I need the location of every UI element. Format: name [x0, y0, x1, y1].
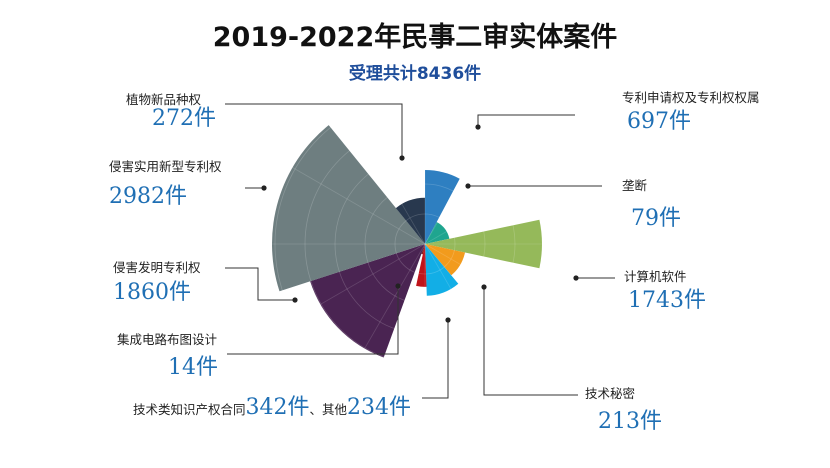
grid-ring-2 — [334, 153, 516, 335]
label-name-5: 其他 — [322, 402, 348, 417]
leader-1-dot — [465, 183, 471, 189]
chart-subtitle: 受理共计8436件 — [349, 63, 481, 84]
grid-spoke-1 — [424, 109, 503, 245]
label-sep: 、 — [310, 402, 323, 417]
label-name-1: 垄断 — [622, 178, 647, 193]
label-value-1: 79件 — [631, 206, 681, 231]
rose-grid — [270, 89, 580, 399]
leader-9-dot — [399, 155, 405, 161]
leader-0-line — [477, 114, 575, 127]
label-value-2: 1743件 — [628, 288, 706, 313]
label-value-0: 697件 — [627, 109, 691, 134]
grid-ring-0 — [394, 213, 456, 275]
label-name-2: 计算机软件 — [624, 269, 687, 284]
grid-spoke-11 — [347, 109, 426, 245]
label-name-0: 专利申请权及专利权权属 — [622, 90, 760, 105]
grid-ring-4 — [274, 93, 576, 395]
label-value-5: 234件 — [347, 395, 411, 420]
sector-3 — [425, 244, 465, 276]
label-combined: 技术类知识产权合同342件、其他234件 — [133, 395, 411, 420]
label-name-7: 侵害发明专利权 — [113, 260, 201, 275]
leader-9-line — [225, 103, 403, 158]
leader-8-dot — [261, 185, 267, 191]
leader-4-line — [422, 320, 449, 399]
label-value-6: 14件 — [168, 355, 218, 380]
sector-8 — [272, 125, 425, 292]
leader-3-dot — [481, 284, 487, 290]
grid-spoke-4 — [424, 243, 560, 322]
leader-2-dot — [573, 275, 579, 281]
leader-6-line — [227, 286, 399, 355]
leader-6-dot — [395, 283, 401, 289]
label-name-6: 集成电路布图设计 — [117, 332, 217, 347]
sector-7 — [310, 244, 425, 358]
label-name-3: 技术秘密 — [585, 386, 635, 401]
leader-0-dot — [475, 124, 481, 130]
leader-7-line — [225, 267, 295, 301]
label-name-4: 技术类知识产权合同 — [133, 402, 246, 417]
grid-spoke-7 — [347, 243, 426, 379]
label-value-9: 272件 — [152, 106, 216, 131]
grid-ring-3 — [304, 123, 546, 365]
chart-title: 2019-2022年民事二审实体案件 — [213, 21, 618, 53]
sector-6 — [421, 244, 425, 255]
sector-4 — [425, 244, 459, 296]
leader-4-dot — [445, 317, 451, 323]
label-value-4: 342件 — [246, 395, 310, 420]
sector-5 — [416, 244, 427, 287]
sector-0 — [425, 170, 460, 244]
sector-9 — [395, 197, 425, 244]
grid-spoke-10 — [290, 166, 426, 245]
grid-spoke-8 — [290, 243, 426, 322]
grid-spoke-5 — [424, 243, 503, 379]
rose-sectors — [272, 125, 542, 358]
label-value-8: 2982件 — [109, 184, 187, 209]
sector-2 — [425, 219, 542, 269]
label-name-8: 侵害实用新型专利权 — [109, 159, 222, 174]
label-value-3: 213件 — [598, 409, 662, 434]
grid-ring-1 — [364, 183, 486, 305]
sector-1 — [425, 222, 450, 244]
label-name-9: 植物新品种权 — [126, 92, 202, 107]
leader-3-line — [483, 287, 578, 396]
leader-7-dot — [292, 297, 298, 303]
label-value-7: 1860件 — [113, 280, 191, 305]
grid-spoke-2 — [424, 166, 560, 245]
